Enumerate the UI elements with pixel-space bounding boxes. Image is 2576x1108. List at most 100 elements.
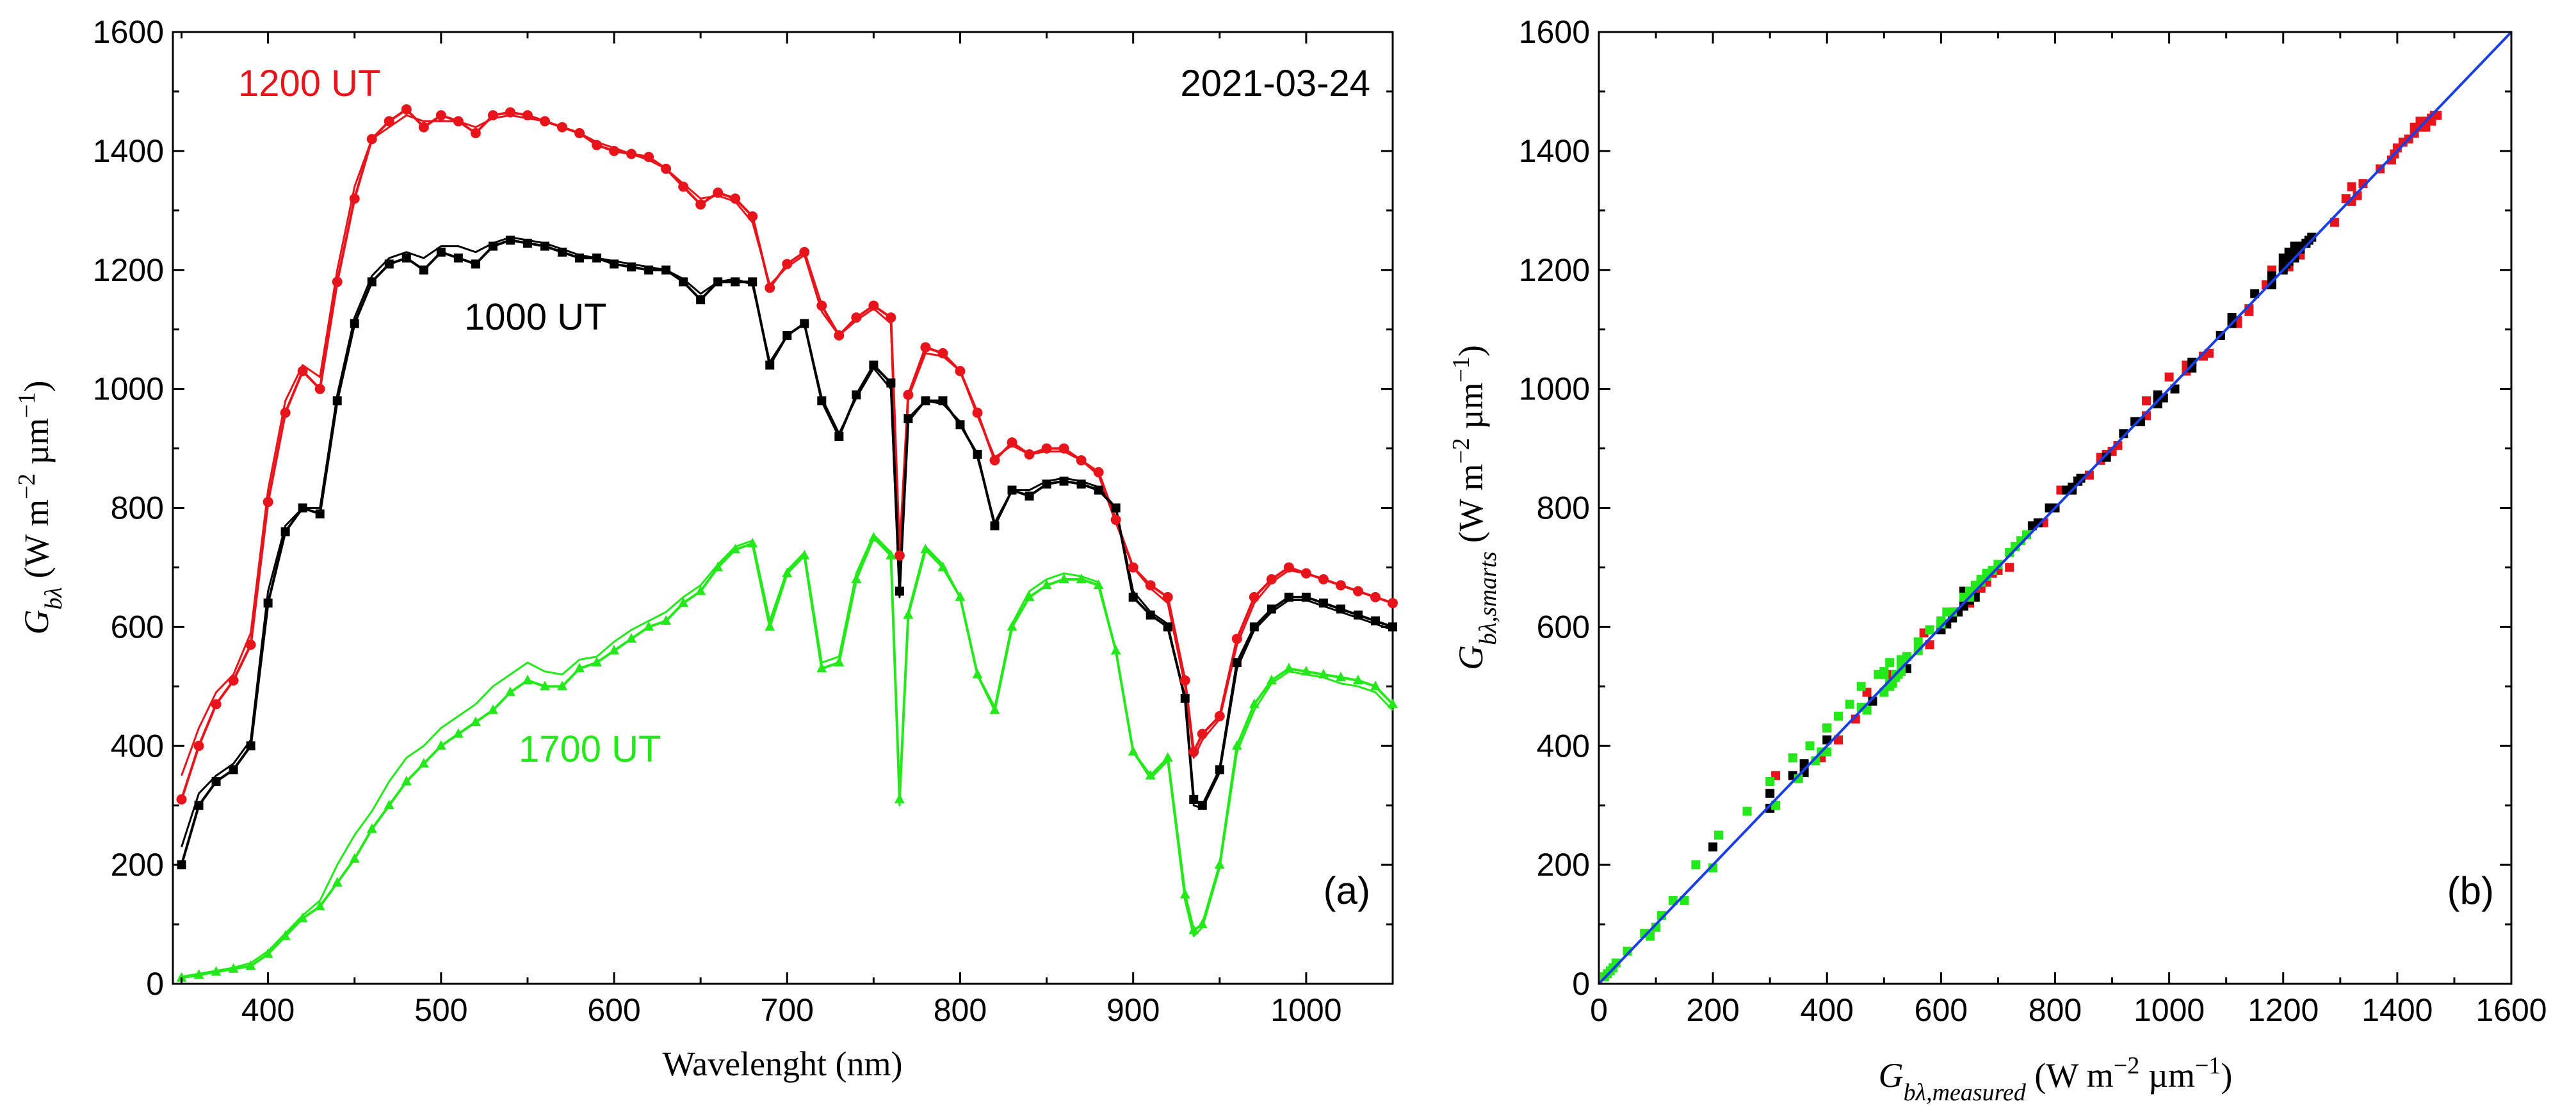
point-1700ut [1179, 888, 1190, 899]
point-1700ut [1188, 924, 1199, 935]
panel-b-y-axis-title: Gbλ,smarts (W m−2 µm−1) [1448, 345, 1502, 670]
point-1200ut [937, 348, 948, 358]
point-1200ut [730, 193, 741, 204]
point-1700ut [989, 704, 1000, 714]
x-tick-label: 800 [2029, 992, 2082, 1028]
point-1200ut [678, 181, 689, 192]
panel-a-y-axis-symbol: G [17, 609, 56, 634]
point-1700ut [1249, 698, 1260, 709]
point-1000ut [263, 598, 273, 608]
point-1200ut [1093, 467, 1104, 478]
point-1000ut [298, 503, 307, 513]
point-1700ut [816, 662, 827, 673]
y-tick-label: 1200 [1519, 252, 1590, 288]
point-1200ut [765, 282, 775, 293]
point-1000ut [1232, 658, 1242, 668]
point-1200ut [384, 116, 394, 127]
y-tick-label: 0 [1572, 966, 1590, 1002]
point-1000ut [1146, 610, 1155, 620]
point-1700ut [176, 972, 187, 982]
point-1700ut [401, 776, 412, 786]
point-1200ut [782, 259, 793, 269]
point-1200ut [1128, 562, 1138, 573]
scatter-point-1700ut [1788, 753, 1797, 762]
point-1000ut [903, 414, 913, 424]
point-1700ut [644, 621, 654, 631]
point-1700ut [470, 716, 481, 727]
point-1000ut [332, 396, 342, 406]
point-1000ut [661, 265, 671, 275]
point-1000ut [1180, 693, 1190, 703]
y-tick-label: 1600 [1519, 14, 1590, 50]
point-1200ut [505, 107, 515, 118]
point-1200ut [418, 122, 429, 132]
point-1700ut [1145, 769, 1156, 780]
point-1000ut [436, 247, 446, 257]
point-1000ut [800, 319, 809, 328]
point-1700ut [228, 963, 239, 973]
point-1000ut [1076, 479, 1086, 489]
scatter-point-1700ut [1822, 723, 1832, 733]
x-tick-label: 700 [761, 992, 814, 1028]
point-1200ut [955, 365, 966, 376]
point-1000ut [644, 265, 654, 275]
y-tick-label: 600 [1537, 609, 1590, 645]
point-1000ut [1267, 604, 1276, 614]
model-line-1200ut [181, 114, 1393, 776]
point-1700ut [765, 621, 775, 631]
point-1000ut [505, 236, 515, 245]
panel-a-measured-lines [180, 108, 1394, 979]
point-1200ut [1188, 746, 1199, 757]
x-tick-label: 1000 [1270, 992, 1341, 1028]
point-1200ut [1007, 437, 1017, 448]
point-1200ut [435, 110, 446, 121]
point-1700ut [1283, 662, 1294, 673]
point-1200ut [661, 163, 672, 174]
y-tick-label: 1000 [93, 371, 164, 407]
point-1000ut [367, 277, 377, 287]
panel-a-x-axis: 400 500 600 700 800 900 1000 [181, 32, 1394, 1028]
point-1200ut [487, 110, 498, 121]
point-1000ut [1318, 598, 1328, 608]
point-1000ut [401, 253, 411, 263]
point-1000ut [782, 330, 792, 340]
point-1000ut [955, 420, 965, 430]
point-1200ut [1335, 580, 1346, 591]
point-1700ut [1110, 645, 1121, 655]
point-1000ut [1094, 485, 1103, 495]
point-1000ut [1007, 485, 1017, 495]
point-1700ut [678, 597, 689, 607]
scatter-point-1700ut [1742, 807, 1752, 816]
point-1000ut [886, 378, 896, 388]
point-1000ut [280, 527, 290, 536]
panel-a-model-lines [181, 114, 1394, 978]
point-1000ut [194, 801, 204, 810]
scatter-point-1700ut [1691, 860, 1701, 870]
point-1000ut [1284, 592, 1293, 602]
point-1200ut [1300, 568, 1311, 579]
x-tick-label: 0 [1590, 992, 1608, 1028]
point-1700ut [263, 948, 273, 958]
point-1200ut [609, 145, 620, 156]
point-1700ut [834, 657, 845, 667]
point-1700ut [747, 538, 758, 548]
point-1000ut [1353, 610, 1363, 620]
panel-a-label: (a) [1324, 869, 1370, 912]
point-1700ut [955, 591, 966, 601]
point-1200ut [349, 193, 360, 204]
point-1200ut [245, 639, 256, 650]
point-1000ut [990, 521, 1000, 531]
point-1700ut [851, 574, 862, 584]
point-1700ut [487, 704, 498, 714]
point-1700ut [1352, 675, 1363, 685]
point-1700ut [1162, 751, 1173, 762]
point-1200ut [1388, 598, 1398, 609]
point-1200ut [470, 127, 481, 138]
point-1200ut [695, 199, 706, 210]
point-1000ut [679, 277, 688, 287]
point-1200ut [556, 122, 567, 132]
point-1700ut [1266, 675, 1277, 685]
x-tick-label: 400 [241, 992, 295, 1028]
point-1700ut [1093, 579, 1104, 590]
measured-line-1700ut [181, 536, 1394, 979]
